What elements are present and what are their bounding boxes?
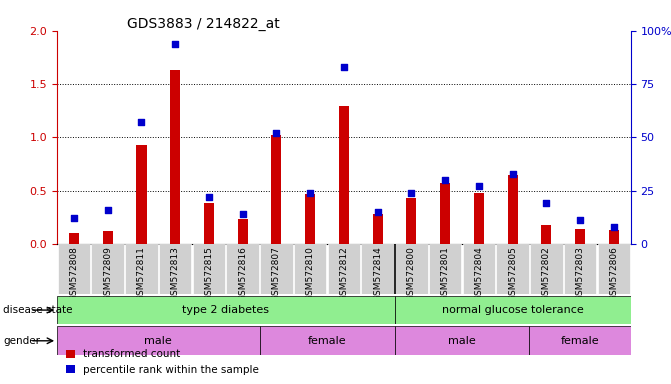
Point (339, 64, 350, 70)
Text: GSM572802: GSM572802 (542, 247, 551, 301)
FancyBboxPatch shape (530, 244, 562, 294)
FancyBboxPatch shape (58, 244, 90, 294)
Text: GSM572807: GSM572807 (272, 247, 281, 301)
Bar (440, 183, 450, 244)
Text: gender: gender (3, 336, 40, 346)
FancyBboxPatch shape (564, 244, 597, 294)
FancyBboxPatch shape (159, 244, 191, 294)
Bar (541, 225, 552, 244)
Text: female: female (308, 336, 346, 346)
Text: GSM572808: GSM572808 (69, 247, 79, 301)
Point (238, 211, 248, 217)
Point (271, 130, 282, 136)
Text: type 2 diabetes: type 2 diabetes (183, 305, 269, 315)
Bar (170, 70, 180, 244)
Bar (260, 326, 395, 355)
Bar (507, 175, 518, 244)
Bar (575, 229, 585, 244)
Bar (474, 193, 484, 244)
Point (136, 119, 147, 126)
Text: disease state: disease state (3, 305, 73, 315)
Text: GSM572815: GSM572815 (205, 247, 213, 301)
Point (609, 224, 619, 230)
Point (372, 209, 383, 215)
Bar (57, 296, 395, 324)
Text: GSM572816: GSM572816 (238, 247, 247, 301)
Bar (609, 230, 619, 244)
FancyBboxPatch shape (327, 244, 360, 294)
FancyBboxPatch shape (125, 244, 158, 294)
Bar (305, 194, 315, 244)
Text: GSM572814: GSM572814 (373, 247, 382, 301)
Point (575, 217, 586, 223)
Text: male: male (448, 336, 476, 346)
Text: male: male (144, 336, 172, 346)
FancyBboxPatch shape (260, 244, 293, 294)
Text: GDS3883 / 214822_at: GDS3883 / 214822_at (127, 17, 280, 31)
Bar (395, 326, 529, 355)
Point (474, 183, 484, 189)
Bar (406, 198, 417, 244)
Point (406, 190, 417, 196)
Bar (136, 145, 146, 244)
Text: GSM572806: GSM572806 (609, 247, 619, 301)
Point (203, 194, 214, 200)
Text: female: female (561, 336, 599, 346)
Bar (339, 106, 349, 244)
FancyBboxPatch shape (395, 244, 427, 294)
FancyBboxPatch shape (463, 244, 495, 294)
Text: GSM572810: GSM572810 (305, 247, 315, 301)
Bar (271, 135, 282, 244)
FancyBboxPatch shape (429, 244, 462, 294)
Text: GSM572803: GSM572803 (576, 247, 584, 301)
FancyBboxPatch shape (91, 244, 124, 294)
Point (440, 177, 450, 183)
Text: GSM572805: GSM572805 (508, 247, 517, 301)
Bar (69, 233, 79, 244)
Text: GSM572813: GSM572813 (170, 247, 180, 301)
FancyBboxPatch shape (294, 244, 326, 294)
FancyBboxPatch shape (497, 244, 529, 294)
Point (102, 207, 113, 213)
Text: GSM572804: GSM572804 (474, 247, 483, 301)
Text: GSM572800: GSM572800 (407, 247, 416, 301)
Bar (372, 214, 382, 244)
Bar (57, 326, 260, 355)
FancyBboxPatch shape (193, 244, 225, 294)
Point (305, 190, 315, 196)
Text: GSM572811: GSM572811 (137, 247, 146, 301)
Text: GSM572812: GSM572812 (340, 247, 348, 301)
Text: normal glucose tolerance: normal glucose tolerance (442, 305, 584, 315)
FancyBboxPatch shape (598, 244, 630, 294)
Point (68, 215, 79, 221)
Text: GSM572801: GSM572801 (441, 247, 450, 301)
FancyBboxPatch shape (362, 244, 394, 294)
Legend: transformed count, percentile rank within the sample: transformed count, percentile rank withi… (62, 345, 263, 379)
Text: GSM572809: GSM572809 (103, 247, 112, 301)
Bar (103, 231, 113, 244)
Point (507, 170, 518, 177)
Point (541, 200, 552, 207)
Bar (529, 326, 631, 355)
Point (170, 40, 180, 46)
FancyBboxPatch shape (226, 244, 259, 294)
Bar (395, 296, 631, 324)
Bar (204, 204, 214, 244)
Bar (238, 219, 248, 244)
